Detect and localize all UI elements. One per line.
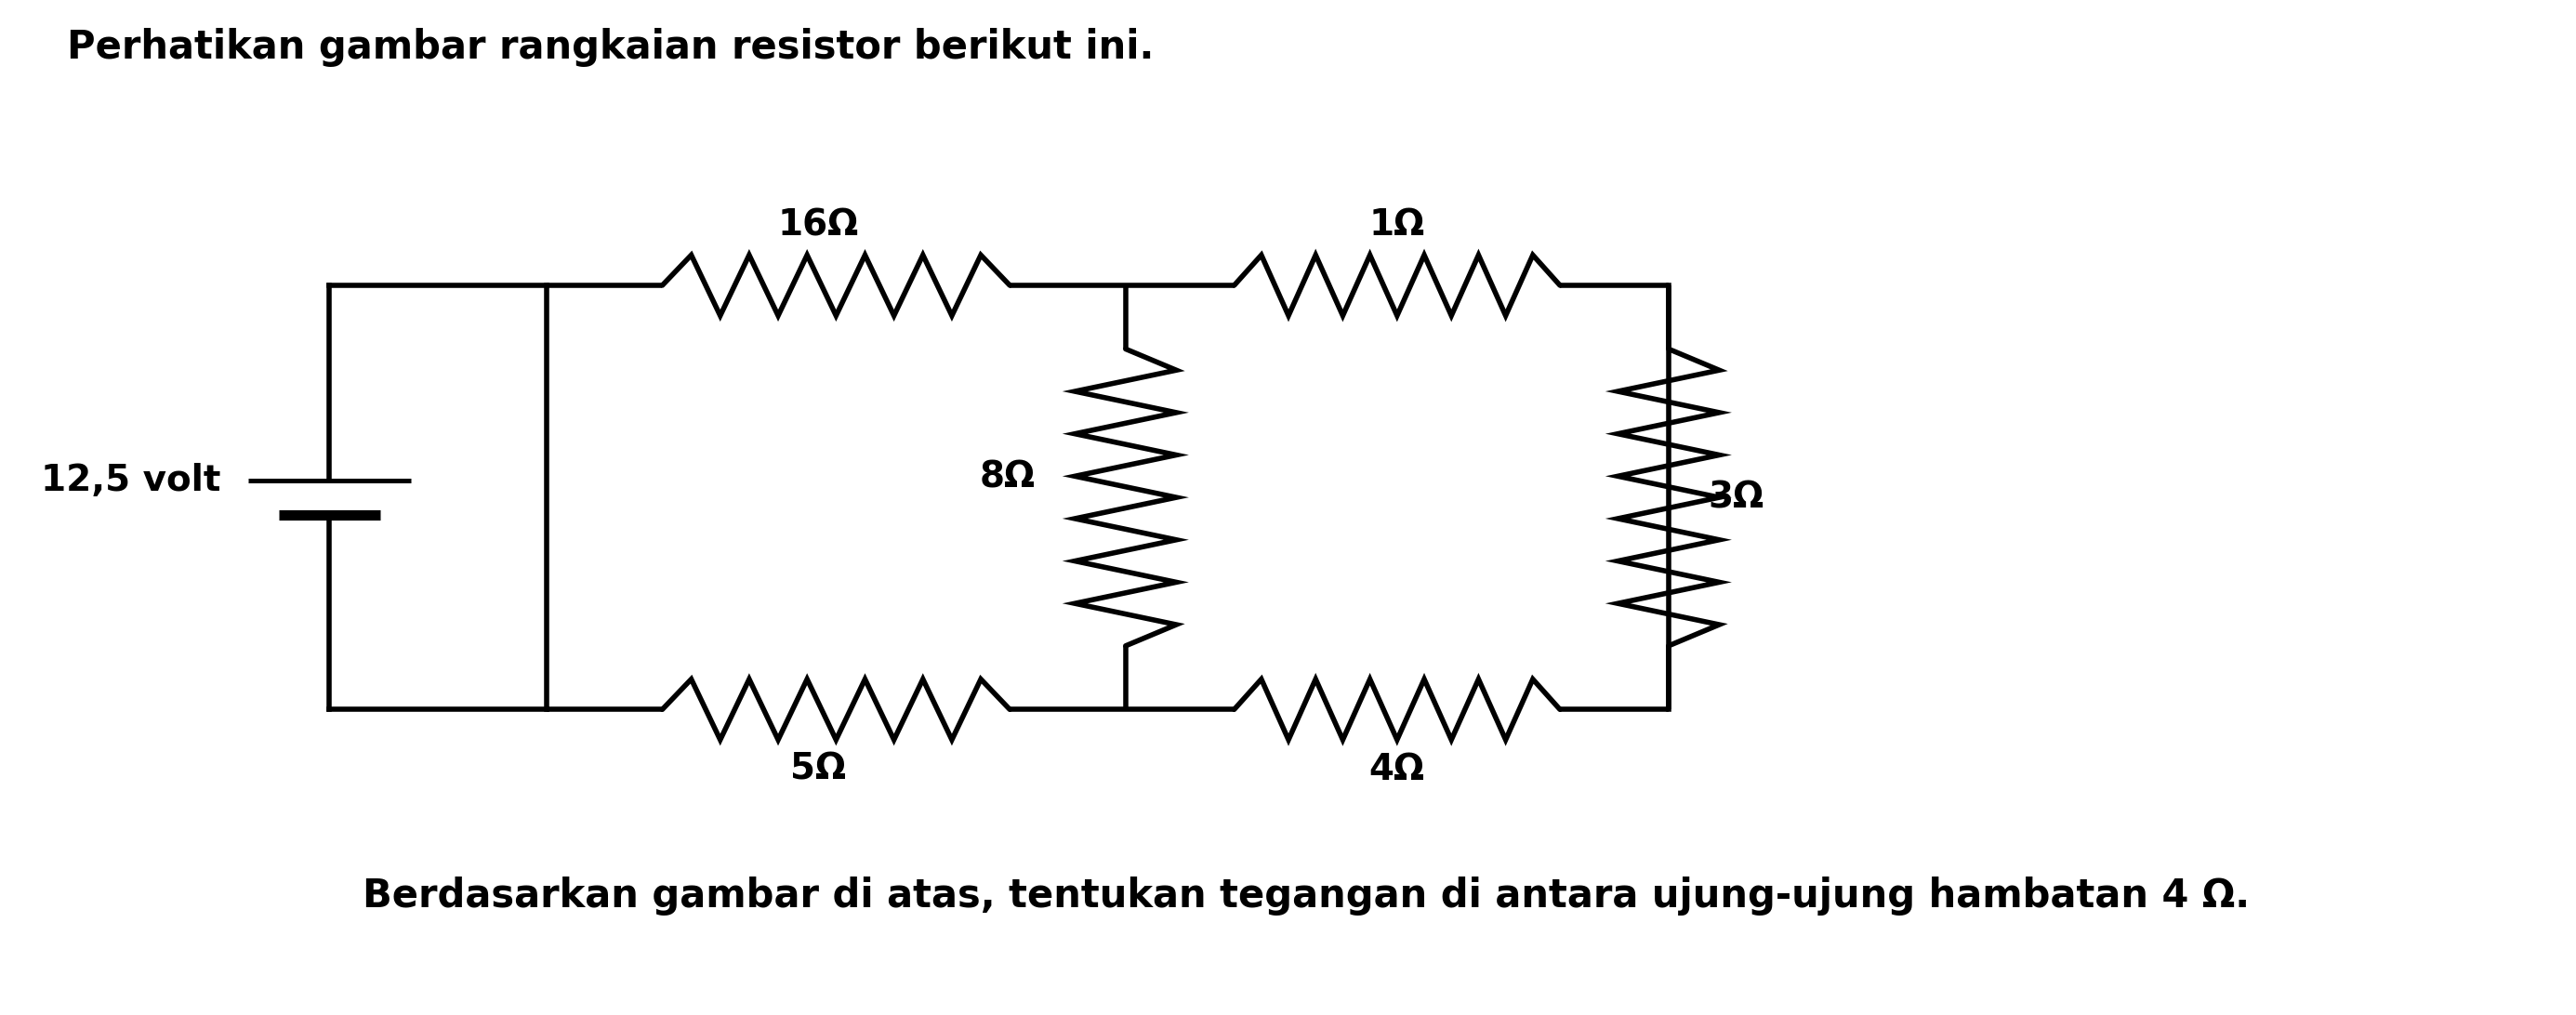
Text: Perhatikan gambar rangkaian resistor berikut ini.: Perhatikan gambar rangkaian resistor ber… (67, 27, 1154, 67)
Text: 1Ω: 1Ω (1368, 208, 1425, 243)
Text: 12,5 volt: 12,5 volt (41, 463, 222, 498)
Text: 8Ω: 8Ω (979, 460, 1036, 495)
Text: 5Ω: 5Ω (791, 752, 845, 788)
Text: 3Ω: 3Ω (1708, 480, 1765, 515)
Text: 4Ω: 4Ω (1368, 752, 1425, 788)
Text: 16Ω: 16Ω (778, 208, 858, 243)
Text: Berdasarkan gambar di atas, tentukan tegangan di antara ujung-ujung hambatan 4 Ω: Berdasarkan gambar di atas, tentukan teg… (363, 876, 2251, 916)
